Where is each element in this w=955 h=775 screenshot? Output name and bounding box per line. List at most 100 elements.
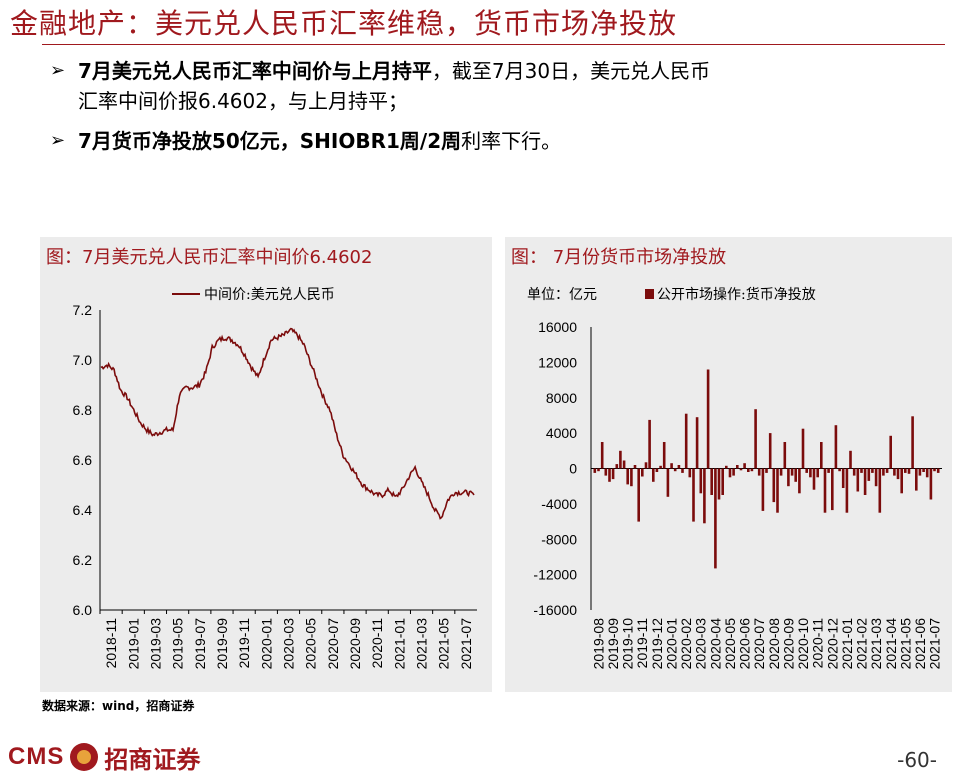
fx-x-tick-label: 2020-09 (347, 618, 363, 670)
liquidity-bar (852, 468, 856, 476)
liquidity-bar (604, 468, 608, 476)
liquidity-x-tick-label: 2019-09 (605, 618, 621, 670)
liquidity-bar (805, 468, 808, 473)
liquidity-bar (757, 468, 761, 476)
liquidity-bar (922, 468, 925, 472)
liquidity-bar (834, 425, 838, 469)
liquidity-bar (717, 468, 721, 500)
liquidity-bar (743, 463, 746, 469)
liquidity-bar (809, 468, 812, 478)
liquidity-x-tick-label: 2020-10 (795, 618, 811, 670)
liquidity-bar (652, 468, 655, 482)
fx-y-tick-label: 7.0 (73, 352, 93, 368)
liquidity-bar (798, 468, 801, 494)
liquidity-chart-title: 图： 7月份货币市场净投放 (511, 247, 727, 268)
company-logo: CMS 招商证券 (8, 742, 201, 774)
liquidity-bar (622, 460, 626, 469)
liquidity-x-tick-label: 2020-11 (810, 618, 826, 669)
liquidity-unit-label: 单位：亿元 (527, 287, 597, 303)
bullet-text: 7月货币净投放50亿元，SHIOBR1周/2周利率下行。 (78, 126, 955, 156)
liquidity-bar (801, 428, 805, 469)
liquidity-bar (925, 468, 929, 478)
bullet-arrow-icon: ➢ (50, 60, 66, 81)
liquidity-bar (633, 465, 637, 469)
logo-latin: CMS (8, 743, 65, 770)
liquidity-bar (597, 468, 600, 472)
liquidity-x-tick-label: 2019-08 (590, 618, 606, 670)
liquidity-y-tick-label: -4000 (541, 496, 577, 512)
liquidity-y-tick-label: 4000 (546, 425, 577, 441)
liquidity-bar (900, 468, 903, 494)
liquidity-bar (765, 468, 768, 473)
liquidity-bar (641, 468, 644, 477)
liquidity-bar (695, 417, 699, 469)
liquidity-bar (885, 468, 889, 473)
liquidity-bar (911, 416, 914, 469)
liquidity-y-tick-label: -16000 (533, 602, 577, 618)
title-divider (42, 44, 945, 45)
liquidity-bar (838, 468, 841, 472)
liquidity-bar (787, 468, 790, 487)
liquidity-bar (812, 468, 816, 490)
fx-x-tick-label: 2021-07 (458, 618, 474, 670)
liquidity-bar (794, 468, 797, 482)
liquidity-bar (747, 468, 750, 472)
fx-series-line (100, 327, 475, 520)
bullet-text: 7月美元兑人民币汇率中间价与上月持平，截至7月30日，美元兑人民币 (78, 56, 955, 86)
fx-x-tick-label: 2019-09 (214, 618, 230, 670)
fx-legend: 中间价:美元兑人民币 (172, 287, 335, 303)
liquidity-x-tick-label: 2020-03 (693, 618, 709, 670)
liquidity-bar (662, 442, 666, 469)
liquidity-bar-chart: 单位：亿元 公开市场操作:货币净投放 16000 12000 8000 4000 0 -4… (527, 286, 943, 670)
liquidity-x-tick-label: 2020-08 (766, 618, 782, 670)
page-number: -60- (897, 748, 937, 772)
liquidity-bar (670, 463, 673, 469)
fx-x-tick-label: 2019-05 (170, 618, 186, 670)
liquidity-bar (600, 442, 604, 469)
liquidity-x-tick-label: 2020-01 (663, 618, 679, 670)
liquidity-x-tick-label: 2021-06 (912, 618, 928, 670)
bullet-rest-text: ，截至7月30日，美元兑人民币 (431, 59, 711, 83)
logo-chinese: 招商证券 (104, 744, 201, 774)
liquidity-bar (779, 468, 783, 476)
liquidity-x-tick-label: 2021-05 (897, 618, 913, 670)
liquidity-bar (933, 468, 936, 472)
fx-x-tick-label: 2021-03 (414, 618, 430, 670)
liquidity-bar (841, 468, 845, 488)
liquidity-x-tick-label: 2020-12 (824, 618, 840, 670)
fx-x-tick-label: 2019-07 (192, 618, 208, 670)
liquidity-bar (904, 468, 907, 473)
liquidity-bar (816, 468, 819, 478)
fx-legend-label: 中间价:美元兑人民币 (204, 287, 335, 303)
bullet-rest-text: 利率下行。 (461, 129, 562, 153)
fx-y-tick-label: 6.0 (73, 602, 93, 618)
liquidity-bar (710, 468, 713, 495)
liquidity-bar (703, 468, 706, 524)
liquidity-bar (659, 465, 662, 469)
liquidity-bar (863, 468, 867, 495)
liquidity-y-tick-label: -8000 (541, 531, 577, 547)
liquidity-bar (593, 468, 597, 473)
liquidity-bar (754, 409, 757, 469)
liquidity-bar (761, 468, 765, 511)
liquidity-bar (845, 468, 849, 513)
bullet-arrow-icon: ➢ (50, 130, 66, 151)
liquidity-bar (878, 468, 882, 513)
liquidity-x-tick-label: 2020-09 (780, 618, 796, 670)
liquidity-bar (768, 433, 772, 469)
data-source-note: 数据来源：wind，招商证券 (42, 699, 195, 713)
liquidity-bar (728, 468, 732, 478)
liquidity-x-tick-label: 2021-02 (854, 618, 870, 670)
liquidity-bar (874, 468, 878, 487)
liquidity-bar (630, 468, 633, 487)
liquidity-bar (871, 468, 874, 473)
liquidity-bar (615, 464, 619, 469)
liquidity-bar (831, 468, 834, 511)
fx-x-tick-label: 2020-07 (325, 618, 341, 670)
liquidity-x-tick-label: 2021-03 (868, 618, 884, 670)
logo-emblem-icon (70, 743, 99, 771)
liquidity-x-tick-label: 2019-11 (634, 618, 650, 669)
liquidity-y-tick-label: 16000 (538, 319, 577, 335)
liquidity-bar (692, 468, 695, 522)
liquidity-bar (677, 465, 681, 469)
